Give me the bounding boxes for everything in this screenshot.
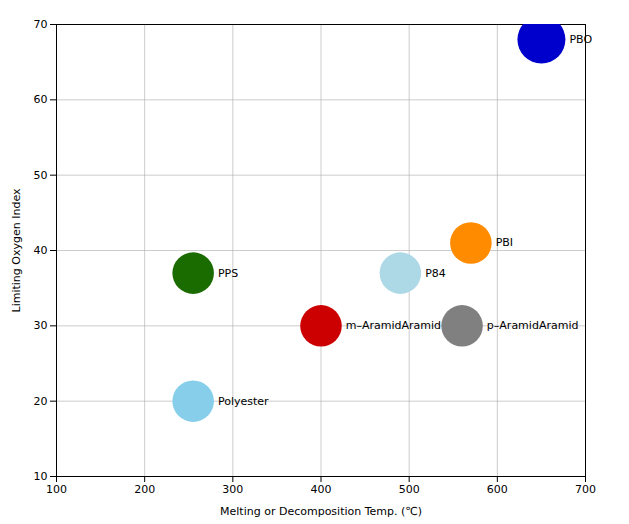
svg-text:60: 60 xyxy=(34,93,48,106)
svg-text:30: 30 xyxy=(34,319,48,332)
svg-text:100: 100 xyxy=(46,483,67,496)
svg-text:PBI: PBI xyxy=(496,236,513,249)
svg-text:20: 20 xyxy=(34,395,48,408)
svg-text:p–AramidAramid: p–AramidAramid xyxy=(487,319,579,332)
svg-text:200: 200 xyxy=(134,483,155,496)
svg-text:PPS: PPS xyxy=(218,267,238,280)
svg-text:Melting or Decomposition Temp.: Melting or Decomposition Temp. (℃) xyxy=(220,505,422,518)
svg-text:40: 40 xyxy=(34,244,48,257)
svg-text:m–AramidAramid: m–AramidAramid xyxy=(346,319,441,332)
svg-text:50: 50 xyxy=(34,169,48,182)
svg-text:400: 400 xyxy=(311,483,332,496)
svg-text:300: 300 xyxy=(222,483,243,496)
svg-text:600: 600 xyxy=(487,483,508,496)
svg-text:10: 10 xyxy=(34,470,48,483)
svg-text:Polyester: Polyester xyxy=(218,395,269,408)
svg-text:PBO: PBO xyxy=(569,33,592,46)
svg-text:500: 500 xyxy=(399,483,420,496)
svg-text:700: 700 xyxy=(575,483,596,496)
svg-text:70: 70 xyxy=(34,18,48,31)
svg-text:Limiting Oxygen Index: Limiting Oxygen Index xyxy=(10,188,23,312)
svg-text:P84: P84 xyxy=(425,267,446,280)
